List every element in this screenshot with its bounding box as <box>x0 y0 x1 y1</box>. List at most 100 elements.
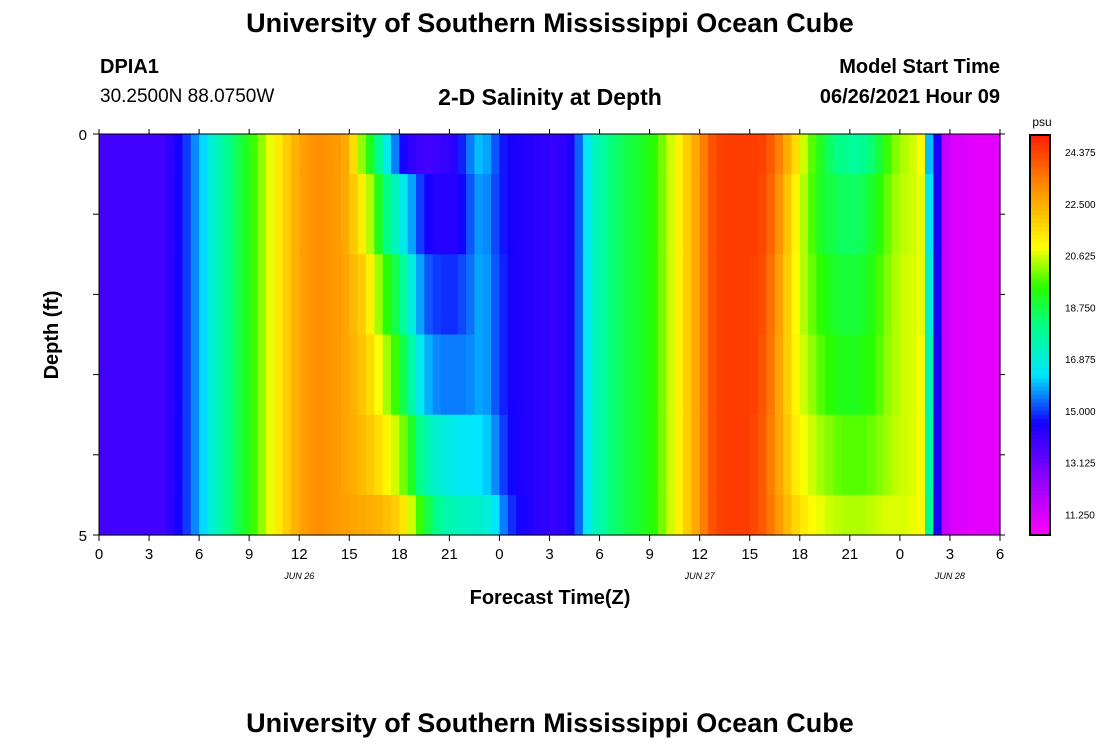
heatmap-cell <box>432 134 442 175</box>
heatmap-cell <box>599 254 609 336</box>
heatmap-cell <box>566 494 576 536</box>
heatmap-cell <box>140 494 150 536</box>
heatmap-cell <box>365 414 375 496</box>
heatmap-cell <box>224 254 234 336</box>
heatmap-cell <box>315 174 325 255</box>
heatmap-cell <box>382 174 392 255</box>
heatmap-cell <box>149 494 158 536</box>
heatmap-cell <box>374 174 384 255</box>
heatmap-cell <box>549 334 559 416</box>
heatmap-cell <box>282 254 292 336</box>
colorbar-swatch <box>1030 523 1050 528</box>
heatmap-cell <box>132 414 142 496</box>
heatmap-cell <box>574 494 584 536</box>
colorbar-swatch <box>1030 275 1050 280</box>
heatmap-cell <box>274 254 284 336</box>
colorbar-swatch <box>1030 343 1050 348</box>
colorbar-swatch <box>1030 287 1050 292</box>
heatmap-cell <box>549 254 559 336</box>
heatmap-cell <box>224 174 234 255</box>
heatmap-cell <box>549 414 559 496</box>
heatmap-cell <box>607 174 617 255</box>
colorbar-swatch <box>1030 419 1050 424</box>
heatmap-cell <box>482 334 492 416</box>
heatmap-cell <box>733 174 742 255</box>
heatmap-cell <box>432 334 442 416</box>
heatmap-cell <box>666 134 676 175</box>
heatmap-cell <box>891 134 901 175</box>
heatmap-cell <box>624 134 634 175</box>
colorbar-swatch <box>1030 191 1050 196</box>
heatmap-cell <box>240 174 250 255</box>
heatmap-cell <box>349 254 359 336</box>
heatmap-cell <box>207 494 217 536</box>
heatmap-cell <box>841 414 851 496</box>
heatmap-cell <box>933 134 943 175</box>
heatmap-cell <box>99 174 108 255</box>
heatmap-cell <box>382 134 392 175</box>
heatmap-cell <box>624 174 634 255</box>
heatmap-cell <box>791 414 801 496</box>
colorbar-swatch <box>1030 479 1050 484</box>
heatmap-cell <box>532 134 542 175</box>
heatmap-cell <box>758 334 767 416</box>
heatmap-cell <box>524 334 534 416</box>
x-tick-label: 3 <box>145 546 153 563</box>
heatmap-cell <box>324 414 334 496</box>
colorbar-swatch <box>1030 463 1050 468</box>
heatmap-cell <box>424 334 434 416</box>
heatmap-cell <box>616 174 626 255</box>
heatmap-cell <box>716 174 726 255</box>
heatmap-cell <box>299 414 309 496</box>
heatmap-cell <box>891 494 901 536</box>
heatmap-cell <box>432 414 442 496</box>
heatmap-cell <box>416 494 425 536</box>
heatmap-cell <box>99 494 108 536</box>
heatmap-cell <box>607 494 617 536</box>
heatmap-cell <box>708 254 717 336</box>
heatmap-cell <box>165 174 175 255</box>
heatmap-cell <box>991 334 1001 416</box>
heatmap-cell <box>641 254 651 336</box>
heatmap-cell <box>357 494 367 536</box>
heatmap-cell <box>708 174 717 255</box>
heatmap-cell <box>207 254 217 336</box>
heatmap-cell <box>115 174 125 255</box>
heatmap-cell <box>199 334 209 416</box>
heatmap-cell <box>591 254 601 336</box>
station-coords: 30.2500N 88.0750W <box>100 86 275 107</box>
y-axis-label: Depth (ft) <box>41 291 63 380</box>
heatmap-cell <box>883 174 893 255</box>
heatmap-cell <box>282 414 292 496</box>
heatmap-cell <box>699 134 709 175</box>
heatmap-cell <box>758 254 767 336</box>
heatmap-cell <box>916 174 926 255</box>
heatmap-cell <box>491 254 501 336</box>
heatmap-cell <box>524 414 534 496</box>
heatmap-cell <box>916 494 926 536</box>
y-axis-ticks: 05 <box>79 127 1005 545</box>
chart-subtitle: 2-D Salinity at Depth <box>438 84 662 110</box>
heatmap-cell <box>799 174 809 255</box>
heatmap-cell <box>749 134 759 175</box>
colorbar-swatch <box>1030 211 1050 216</box>
heatmap-cell <box>132 134 142 175</box>
heatmap-cell <box>749 254 759 336</box>
heatmap-cell <box>874 134 884 175</box>
heatmap-cell <box>282 134 292 175</box>
heatmap-cell <box>682 494 692 536</box>
heatmap-cell <box>249 174 259 255</box>
heatmap-cell <box>974 414 984 496</box>
heatmap-cell <box>674 414 684 496</box>
heatmap-cell <box>257 254 267 336</box>
colorbar: 24.375 22.500 20.625 18.750 16.875 15.000 13.1… <box>1030 135 1096 536</box>
heatmap-cell <box>799 494 809 536</box>
heatmap-cell <box>607 414 617 496</box>
heatmap-cell <box>349 174 359 255</box>
heatmap-cell <box>941 134 951 175</box>
x-tick-label: 21 <box>441 546 458 563</box>
heatmap-cell <box>808 414 818 496</box>
heatmap-cell <box>315 334 325 416</box>
heatmap-cell <box>140 134 150 175</box>
